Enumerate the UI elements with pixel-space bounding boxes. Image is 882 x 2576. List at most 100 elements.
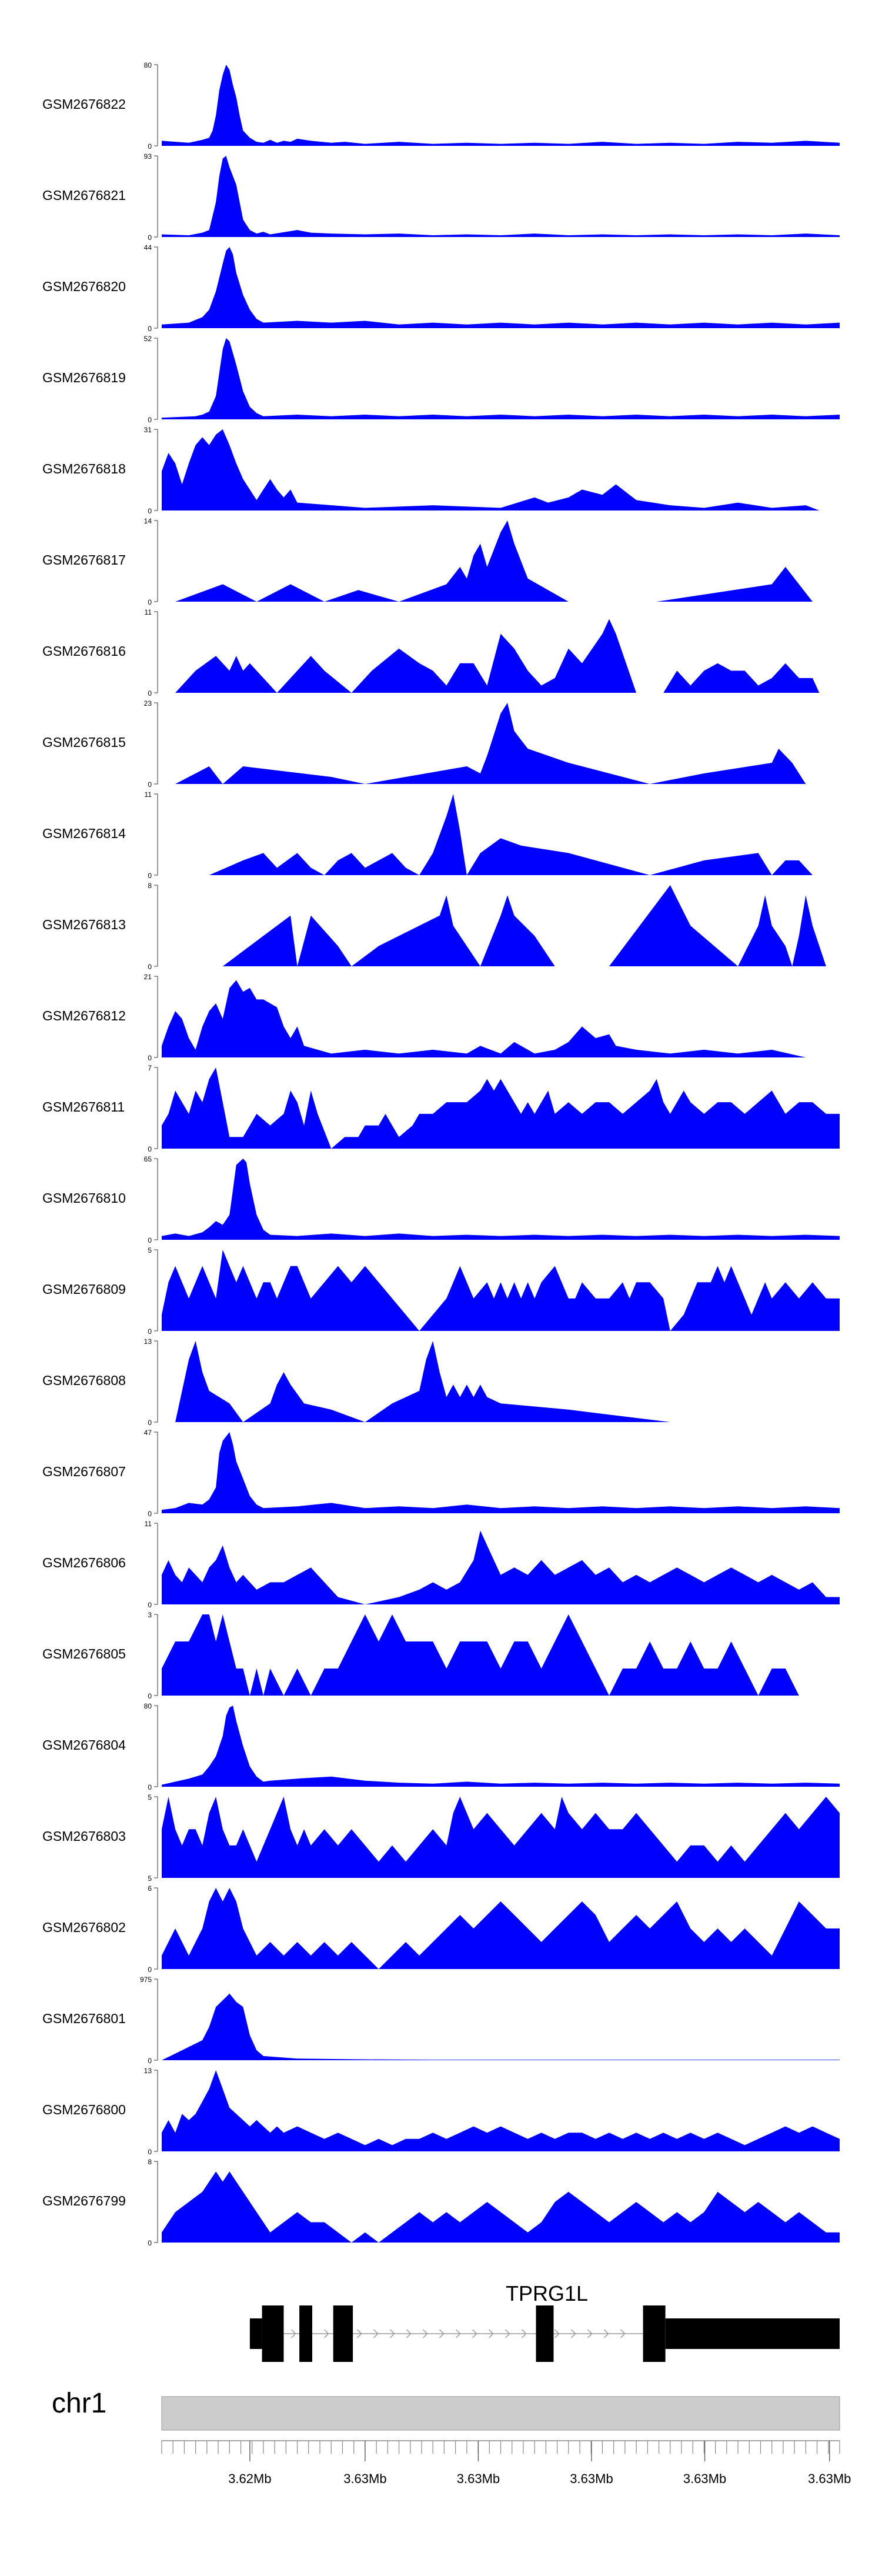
exon-3 [299,2305,312,2362]
track-GSM2676815: GSM2676815 23 0 [42,699,806,789]
coverage-area [162,1159,840,1240]
y-max-label: 80 [144,1702,152,1710]
coverage-area [162,338,840,419]
y-min-label: 0 [148,2148,152,2156]
chromosome-axis-track: chr1 3.62Mb 3.63Mb 3.63Mb 3.63Mb 3.63Mb 3.63M… [52,2388,851,2486]
x-tick-label: 3.63Mb [457,2471,500,2486]
track-GSM2676808: GSM2676808 13 0 [42,1337,670,1427]
track-label: GSM2676809 [42,1282,126,1297]
track-GSM2676801: GSM2676801 975 0 [42,1976,840,2065]
track-GSM2676809: GSM2676809 5 0 [42,1246,840,1336]
track-label: GSM2676799 [42,2193,126,2208]
coverage-area [162,429,820,510]
coverage-tracks: GSM2676822800GSM2676821930GSM2676820440G… [42,61,840,2247]
track-GSM2676802: GSM2676802 6 0 [42,1884,840,1974]
coverage-area [222,885,826,966]
track-GSM2676799: GSM2676799 8 0 [42,2158,840,2247]
y-min-label: 0 [148,1145,152,1153]
x-tick-label: 3.63Mb [683,2471,726,2486]
coverage-area [162,1432,840,1513]
y-min-label: 0 [148,1419,152,1427]
y-max-label: 44 [144,243,152,252]
track-GSM2676822: GSM2676822 80 0 [42,61,840,151]
track-label: GSM2676813 [42,917,126,932]
strand-arrow [505,2329,510,2338]
strand-arrow [456,2329,461,2338]
y-min-label: 0 [148,2239,152,2247]
track-label: GSM2676816 [42,643,126,659]
strand-arrow [324,2329,329,2338]
track-GSM2676813: GSM2676813 8 0 [42,882,826,971]
y-min-label: 0 [148,780,152,789]
track-GSM2676803: GSM2676803 5 5 [42,1793,840,1883]
chromosome-label: chr1 [52,2388,106,2419]
exon-4 [333,2305,353,2362]
track-label: GSM2676800 [42,2102,126,2117]
y-max-label: 6 [148,1884,152,1893]
y-min-label: 5 [148,1874,152,1883]
exon-2 [262,2305,284,2362]
track-label: GSM2676814 [42,826,126,841]
coverage-area [162,1250,840,1331]
track-label: GSM2676818 [42,461,126,476]
track-GSM2676806: GSM2676806 11 0 [42,1520,840,1609]
exon-6 [643,2305,666,2362]
coverage-area [162,1067,840,1149]
track-GSM2676804: GSM2676804 80 0 [42,1702,840,1791]
y-min-label: 0 [148,1236,152,1244]
track-GSM2676810: GSM2676810 65 0 [42,1155,840,1244]
x-tick-label: 3.62Mb [228,2471,271,2486]
coverage-area [162,1530,840,1604]
y-max-label: 3 [148,1611,152,1619]
track-label: GSM2676805 [42,1646,126,1661]
track-label: GSM2676804 [42,1737,126,1753]
strand-arrow [489,2329,494,2338]
track-label: GSM2676810 [42,1190,126,1206]
y-max-label: 80 [144,61,152,69]
track-GSM2676811: GSM2676811 7 0 [42,1064,840,1153]
coverage-area [162,1614,813,1696]
y-min-label: 0 [148,1054,152,1062]
strand-arrow [439,2329,445,2338]
chromosome-ideogram [161,2396,840,2431]
track-label: GSM2676812 [42,1008,126,1023]
strand-arrow [390,2329,395,2338]
track-GSM2676800: GSM2676800 13 0 [42,2067,840,2156]
track-label: GSM2676803 [42,1828,126,1844]
coverage-area [175,703,806,784]
strand-arrow [604,2329,609,2338]
track-label: GSM2676820 [42,279,126,294]
coverage-area [162,1993,840,2060]
y-min-label: 0 [148,507,152,515]
y-max-label: 5 [148,1246,152,1254]
track-GSM2676820: GSM2676820 44 0 [42,243,840,333]
coverage-area [162,1706,840,1787]
track-label: GSM2676819 [42,370,126,385]
track-GSM2676814: GSM2676814 11 0 [42,790,813,880]
y-max-label: 31 [144,426,152,434]
y-min-label: 0 [148,233,152,242]
y-max-label: 21 [144,973,152,981]
y-max-label: 23 [144,699,152,708]
track-label: GSM2676807 [42,1464,126,1479]
y-min-label: 0 [148,1327,152,1336]
strand-arrow [373,2329,379,2338]
strand-arrow [522,2329,527,2338]
y-min-label: 0 [148,1601,152,1609]
y-min-label: 0 [148,1692,152,1700]
y-min-label: 0 [148,1510,152,1518]
y-max-label: 65 [144,1155,152,1163]
exon-1 [249,2318,262,2349]
x-tick-label: 3.63Mb [808,2471,851,2486]
track-label: GSM2676808 [42,1373,126,1388]
track-GSM2676807: GSM2676807 47 0 [42,1429,840,1518]
strand-arrow [423,2329,428,2338]
y-max-label: 8 [148,882,152,890]
coverage-area [175,619,820,693]
y-min-label: 0 [148,963,152,971]
strand-arrow [620,2329,626,2338]
coverage-area [162,247,840,328]
y-min-label: 0 [148,2057,152,2065]
coverage-area [162,1797,840,1878]
